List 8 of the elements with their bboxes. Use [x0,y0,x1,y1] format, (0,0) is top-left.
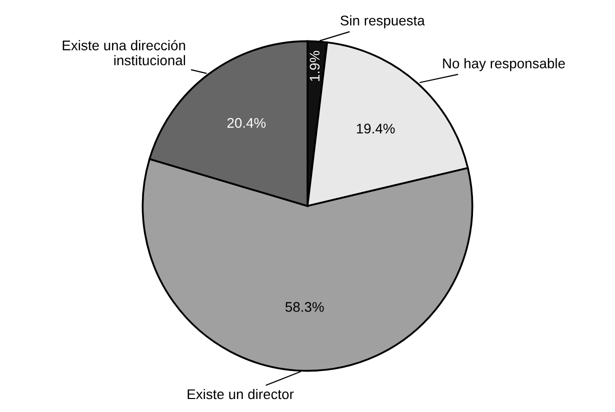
data-label: 20.4% [227,118,266,128]
slice-label: Sin respuesta [340,15,425,28]
data-label: 58.3% [285,302,324,312]
slice-label: Existe una dirección institucional [62,40,186,66]
slice-label: No hay responsable [443,58,565,72]
data-label: 1.9% [310,50,320,81]
data-label: 19.4% [356,124,395,134]
slice-label: Existe un director [188,388,294,400]
